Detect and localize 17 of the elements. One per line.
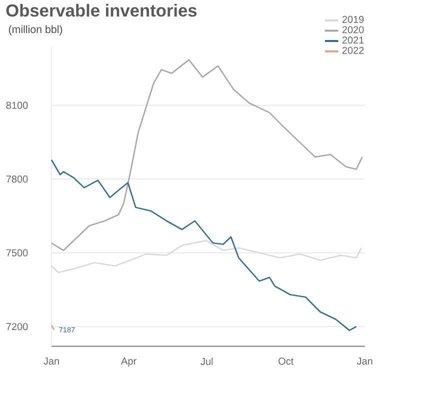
y-tick-label: 7500 xyxy=(6,249,28,256)
line-series xyxy=(50,159,357,331)
legend-label: 2021 xyxy=(342,36,364,44)
y-tick-label: 7800 xyxy=(6,176,28,183)
x-tick-label: Jan xyxy=(356,358,372,365)
x-tick-label: Jul xyxy=(200,358,213,366)
y-tick-label: 8100 xyxy=(6,102,28,109)
x-tick-label: Jan xyxy=(44,358,59,365)
x-tick-label: Apr xyxy=(121,358,136,367)
chart-title: Observable inventories xyxy=(6,4,197,17)
legend-label: 2020 xyxy=(342,26,364,34)
legend-label: 2022 xyxy=(342,46,364,54)
legend-label: 2019 xyxy=(342,16,364,23)
chart-subtitle: (million bbl) xyxy=(8,25,62,36)
line-series xyxy=(50,59,363,252)
y-tick-label: 7200 xyxy=(6,323,28,330)
x-tick-label: Oct xyxy=(278,358,294,365)
